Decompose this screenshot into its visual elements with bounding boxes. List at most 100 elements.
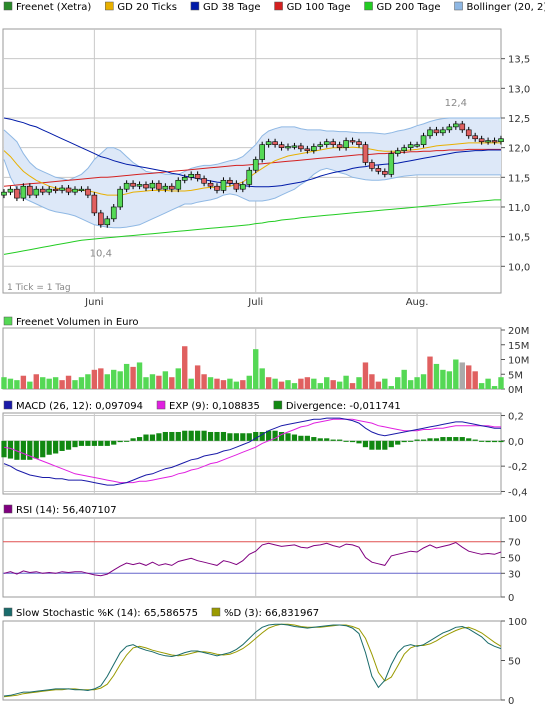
divergence-bar bbox=[401, 440, 407, 443]
price-legend-swatch-5 bbox=[454, 1, 463, 11]
divergence-bar bbox=[382, 440, 388, 450]
volume-bar bbox=[420, 374, 427, 389]
candle-body bbox=[433, 129, 440, 134]
divergence-bar bbox=[98, 440, 104, 446]
volume-bar bbox=[291, 383, 298, 389]
divergence-bar bbox=[53, 440, 59, 454]
divergence-bar bbox=[130, 438, 136, 441]
divergence-bar bbox=[375, 440, 381, 450]
volume-bar bbox=[330, 380, 336, 389]
candle-body bbox=[401, 147, 407, 151]
volume-bar bbox=[304, 377, 311, 389]
x-label-1: Juli bbox=[247, 297, 263, 308]
volume-bar bbox=[143, 377, 149, 389]
candle-body bbox=[414, 144, 420, 147]
candle-body bbox=[214, 185, 220, 191]
candle-body bbox=[98, 212, 104, 226]
candle-body bbox=[156, 182, 162, 190]
volume-bar bbox=[1, 377, 7, 389]
stoch-ytick-label-0: 100 bbox=[508, 617, 527, 628]
stoch-ytick-label-2: 0 bbox=[508, 696, 514, 707]
candle-body bbox=[453, 123, 459, 128]
price-annotation-0: 12,4 bbox=[445, 98, 467, 109]
candle-body bbox=[285, 146, 291, 149]
candle-body bbox=[317, 144, 324, 147]
volume-bar bbox=[395, 377, 401, 389]
candle-body bbox=[188, 174, 194, 178]
candle-body bbox=[394, 150, 401, 154]
divergence-bar bbox=[27, 440, 33, 460]
volume-bar bbox=[246, 375, 252, 389]
divergence-bar bbox=[14, 440, 20, 460]
candle-body bbox=[85, 188, 91, 196]
x-label-0: Juni bbox=[84, 297, 103, 308]
candle-body bbox=[440, 129, 446, 134]
volume-bar bbox=[111, 369, 117, 389]
divergence-bar bbox=[259, 431, 265, 441]
exp-line bbox=[3, 418, 501, 484]
volume-bar bbox=[7, 378, 14, 389]
divergence-bar bbox=[472, 439, 478, 441]
macd-ytick-label-2: -0,2 bbox=[508, 462, 528, 473]
divergence-bar bbox=[227, 433, 233, 441]
volume-bar bbox=[33, 374, 39, 389]
divergence-bar bbox=[324, 438, 330, 441]
divergence-bar bbox=[498, 440, 504, 443]
macd-legend-swatch-1 bbox=[156, 400, 166, 410]
candle-body bbox=[59, 187, 65, 191]
divergence-bar bbox=[440, 437, 446, 441]
candle-body bbox=[91, 194, 98, 214]
candle-body bbox=[149, 182, 156, 189]
macd-ytick-label-3: -0,4 bbox=[508, 487, 528, 498]
candle-body bbox=[233, 182, 240, 190]
divergence-bar bbox=[459, 437, 465, 441]
candle-body bbox=[252, 159, 259, 171]
divergence-bar bbox=[453, 437, 459, 441]
candle-body bbox=[162, 185, 169, 190]
price-ytick-label-4: 11,5 bbox=[508, 173, 530, 184]
volume-bar bbox=[59, 380, 65, 389]
volume-bar bbox=[298, 378, 304, 389]
divergence-bar bbox=[388, 440, 394, 448]
candle-body bbox=[7, 188, 14, 193]
divergence-bar bbox=[446, 437, 452, 441]
divergence-bar bbox=[362, 440, 369, 448]
volume-bar bbox=[388, 386, 394, 389]
divergence-bar bbox=[278, 431, 285, 441]
price-legend-swatch-1 bbox=[105, 1, 114, 11]
candle-body bbox=[465, 129, 472, 137]
rsi-ytick-label-0: 100 bbox=[508, 514, 527, 525]
candle-body bbox=[207, 182, 214, 187]
volume-bar bbox=[343, 375, 349, 389]
divergence-bar bbox=[46, 440, 52, 455]
divergence-bar bbox=[253, 431, 259, 441]
divergence-bar bbox=[427, 438, 433, 441]
stoch-k-line bbox=[3, 623, 502, 697]
price-legend-label-5: Bollinger (20, 2): 11,54097 - 12,49903 bbox=[467, 2, 545, 13]
candle-body bbox=[472, 135, 478, 140]
divergence-bar bbox=[7, 440, 14, 459]
volume-bar bbox=[194, 365, 201, 389]
divergence-bar bbox=[143, 434, 149, 441]
volume-bar bbox=[123, 363, 130, 389]
volume-bar bbox=[227, 378, 233, 389]
divergence-bar bbox=[33, 440, 39, 459]
bollinger-lower-line bbox=[3, 159, 501, 229]
volume-bar bbox=[220, 380, 227, 389]
volume-bar bbox=[356, 377, 362, 389]
candle-body bbox=[382, 171, 388, 175]
candle-body bbox=[220, 179, 227, 191]
price-ytick-label-3: 12,0 bbox=[508, 144, 530, 155]
macd-legend-swatch-0 bbox=[3, 400, 13, 410]
volume-bar bbox=[40, 377, 46, 389]
divergence-bar bbox=[408, 440, 414, 442]
candle-body bbox=[343, 140, 349, 148]
volume-bar bbox=[427, 356, 433, 389]
volume-panel-frame bbox=[2, 327, 502, 390]
divergence-bar bbox=[246, 433, 252, 441]
candle-body bbox=[369, 162, 375, 169]
divergence-bar bbox=[337, 439, 343, 441]
candle-body bbox=[46, 188, 52, 193]
volume-bar bbox=[130, 366, 136, 389]
candle-body bbox=[388, 153, 395, 175]
